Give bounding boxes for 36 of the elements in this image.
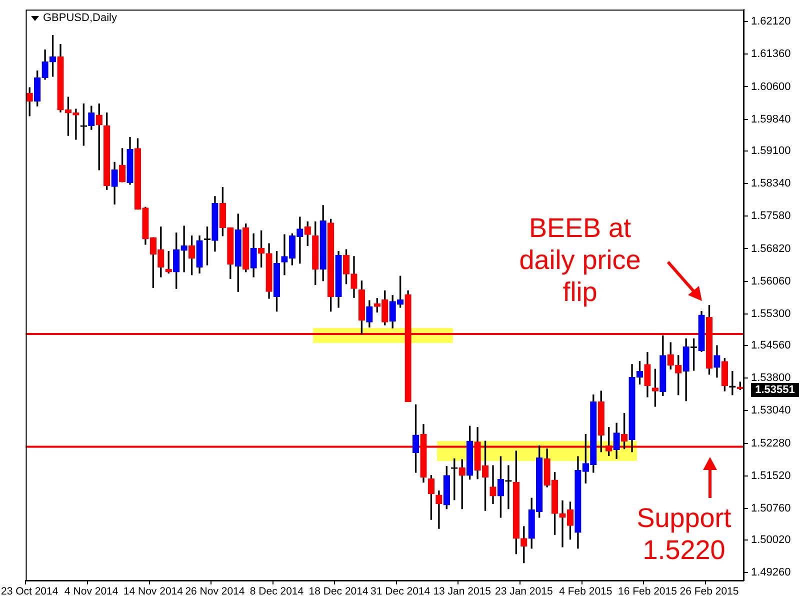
candlestick bbox=[490, 465, 496, 504]
y-tick-label: 1.55300 bbox=[751, 308, 791, 320]
y-tick-label: 1.56820 bbox=[751, 242, 791, 255]
y-tick-label: 1.59100 bbox=[751, 145, 791, 158]
y-tick-label: 1.60600 bbox=[751, 80, 791, 93]
x-tick-label: 4 Nov 2014 bbox=[64, 586, 118, 598]
y-tick-label: 1.53800 bbox=[751, 372, 791, 384]
x-tick-label: 23 Jan 2015 bbox=[494, 586, 553, 598]
y-tick-label: 1.51520 bbox=[751, 470, 791, 482]
y-tick-label: 1.62120 bbox=[751, 16, 791, 28]
x-tick-label: 18 Dec 2014 bbox=[308, 586, 368, 598]
candlestick bbox=[436, 490, 442, 529]
y-tick-label: 1.59840 bbox=[751, 113, 791, 126]
annotation: Support 1.5220 bbox=[636, 502, 732, 566]
y-tick-label: 1.52280 bbox=[751, 437, 791, 450]
x-tick-label: 26 Nov 2014 bbox=[185, 586, 245, 598]
x-tick-label: 13 Jan 2015 bbox=[433, 586, 492, 598]
x-tick-label: 8 Dec 2014 bbox=[250, 586, 304, 598]
x-tick-label: 14 Nov 2014 bbox=[123, 586, 184, 598]
y-tick-label: 1.53040 bbox=[751, 404, 791, 417]
x-tick-label: 26 Feb 2015 bbox=[680, 586, 739, 598]
y-tick-label: 1.50020 bbox=[751, 534, 791, 546]
x-tick-label: 16 Feb 2015 bbox=[618, 586, 678, 598]
text: 1.53551 bbox=[751, 383, 799, 397]
y-tick-label: 1.56060 bbox=[751, 275, 791, 288]
y-tick-label: 1.50760 bbox=[751, 502, 791, 514]
y-tick-label: 1.58340 bbox=[751, 178, 791, 190]
x-tick-label: 23 Oct 2014 bbox=[1, 586, 58, 598]
y-tick-label: 1.57580 bbox=[751, 210, 791, 222]
y-tick-label: 1.61360 bbox=[751, 48, 791, 60]
x-tick-label: 31 Dec 2014 bbox=[370, 586, 430, 598]
x-tick-label: 4 Feb 2015 bbox=[559, 586, 612, 598]
y-tick-label: 1.49260 bbox=[751, 566, 791, 579]
chart-title: GBPUSD,Daily bbox=[43, 12, 117, 24]
annotation: BEEB at daily price flip bbox=[518, 212, 642, 308]
y-tick-label: 1.54560 bbox=[751, 340, 791, 352]
